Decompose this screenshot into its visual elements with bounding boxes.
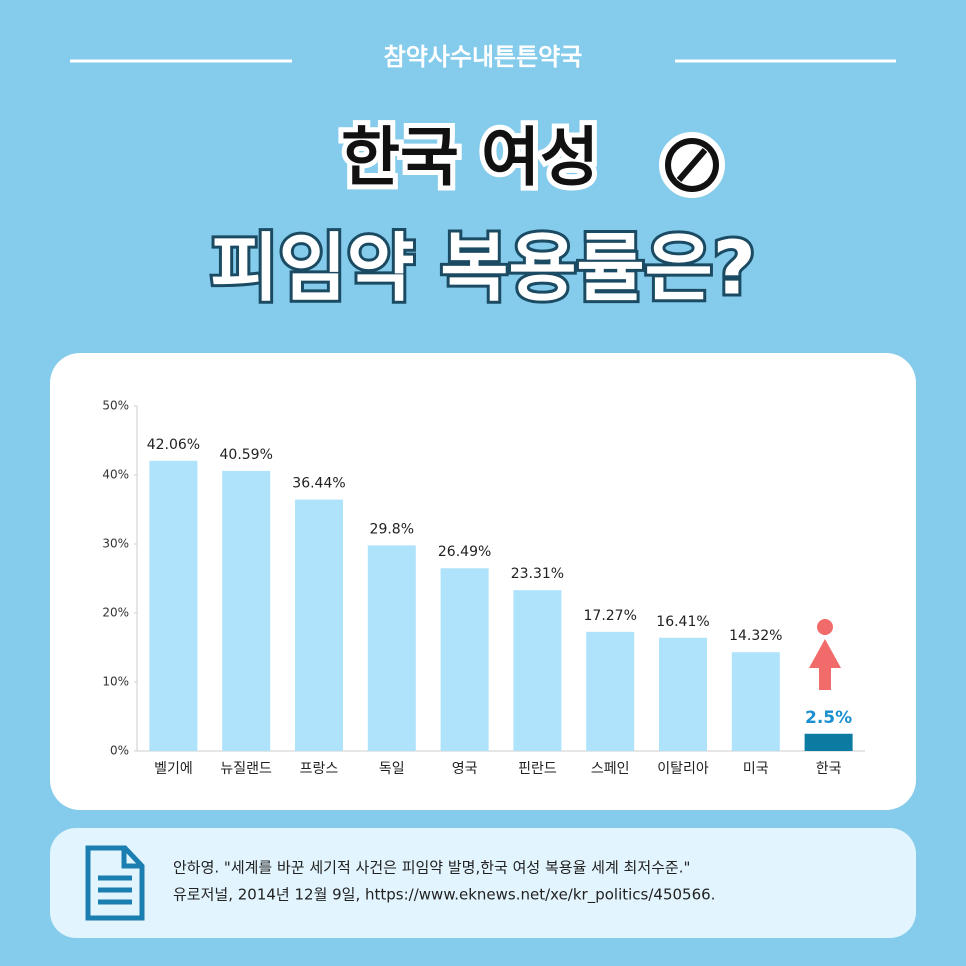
x-tick-label: 이탈리아 bbox=[657, 761, 709, 777]
bar bbox=[586, 631, 635, 751]
bar bbox=[367, 545, 416, 751]
woman-icon bbox=[809, 619, 841, 690]
x-tick-label: 뉴질랜드 bbox=[220, 761, 272, 777]
bar bbox=[295, 499, 343, 751]
bar bbox=[659, 637, 707, 751]
y-tick-label: 40% bbox=[102, 468, 129, 482]
bar bbox=[731, 652, 780, 751]
bar bbox=[804, 733, 853, 751]
x-tick-label: 프랑스 bbox=[300, 761, 339, 777]
x-tick-label: 독일 bbox=[379, 761, 405, 777]
value-label: 26.49% bbox=[438, 544, 491, 560]
bar bbox=[440, 568, 489, 751]
x-tick-label: 한국 bbox=[816, 761, 842, 777]
value-label: 23.31% bbox=[511, 566, 564, 582]
value-label: 36.44% bbox=[292, 476, 345, 492]
y-tick-label: 0% bbox=[110, 744, 129, 758]
value-label: 2.5% bbox=[805, 708, 852, 728]
x-tick-label: 벨기에 bbox=[154, 761, 193, 777]
x-tick-label: 미국 bbox=[743, 761, 769, 777]
bar bbox=[149, 460, 198, 751]
y-tick-label: 50% bbox=[102, 399, 129, 413]
title: 피임약 복용률은? bbox=[210, 226, 755, 312]
x-tick-label: 핀란드 bbox=[518, 761, 557, 777]
value-label: 14.32% bbox=[729, 628, 782, 644]
value-label: 16.41% bbox=[656, 614, 709, 630]
bar bbox=[222, 470, 271, 751]
bar bbox=[513, 590, 562, 751]
x-tick-label: 스페인 bbox=[591, 761, 630, 777]
x-tick-label: 영국 bbox=[452, 761, 478, 777]
title: 한국 여성 bbox=[341, 122, 599, 196]
value-label: 42.06% bbox=[147, 437, 200, 453]
value-label: 29.8% bbox=[370, 521, 414, 537]
source-text: 안하영. "세계를 바꾼 세기적 사건은 피임약 발명,한국 여성 복용율 세계… bbox=[173, 859, 690, 877]
y-tick-label: 10% bbox=[102, 675, 129, 689]
y-tick-label: 20% bbox=[102, 606, 129, 620]
value-label: 17.27% bbox=[584, 608, 637, 624]
brand: 참약사수내튼튼약국 bbox=[384, 43, 583, 71]
pill-icon bbox=[659, 132, 725, 198]
source-text: 유로저널, 2014년 12월 9일, https://www.eknews.n… bbox=[173, 886, 715, 905]
document-icon bbox=[85, 845, 145, 921]
y-tick-label: 30% bbox=[102, 537, 129, 551]
chart: 0% 10% 20% 30% 40% 50% 벨기에 42.06% 뉴질랜드 40.59% 프랑스 3… bbox=[102, 399, 865, 777]
source-panel bbox=[50, 828, 916, 938]
value-label: 40.59% bbox=[220, 447, 273, 463]
